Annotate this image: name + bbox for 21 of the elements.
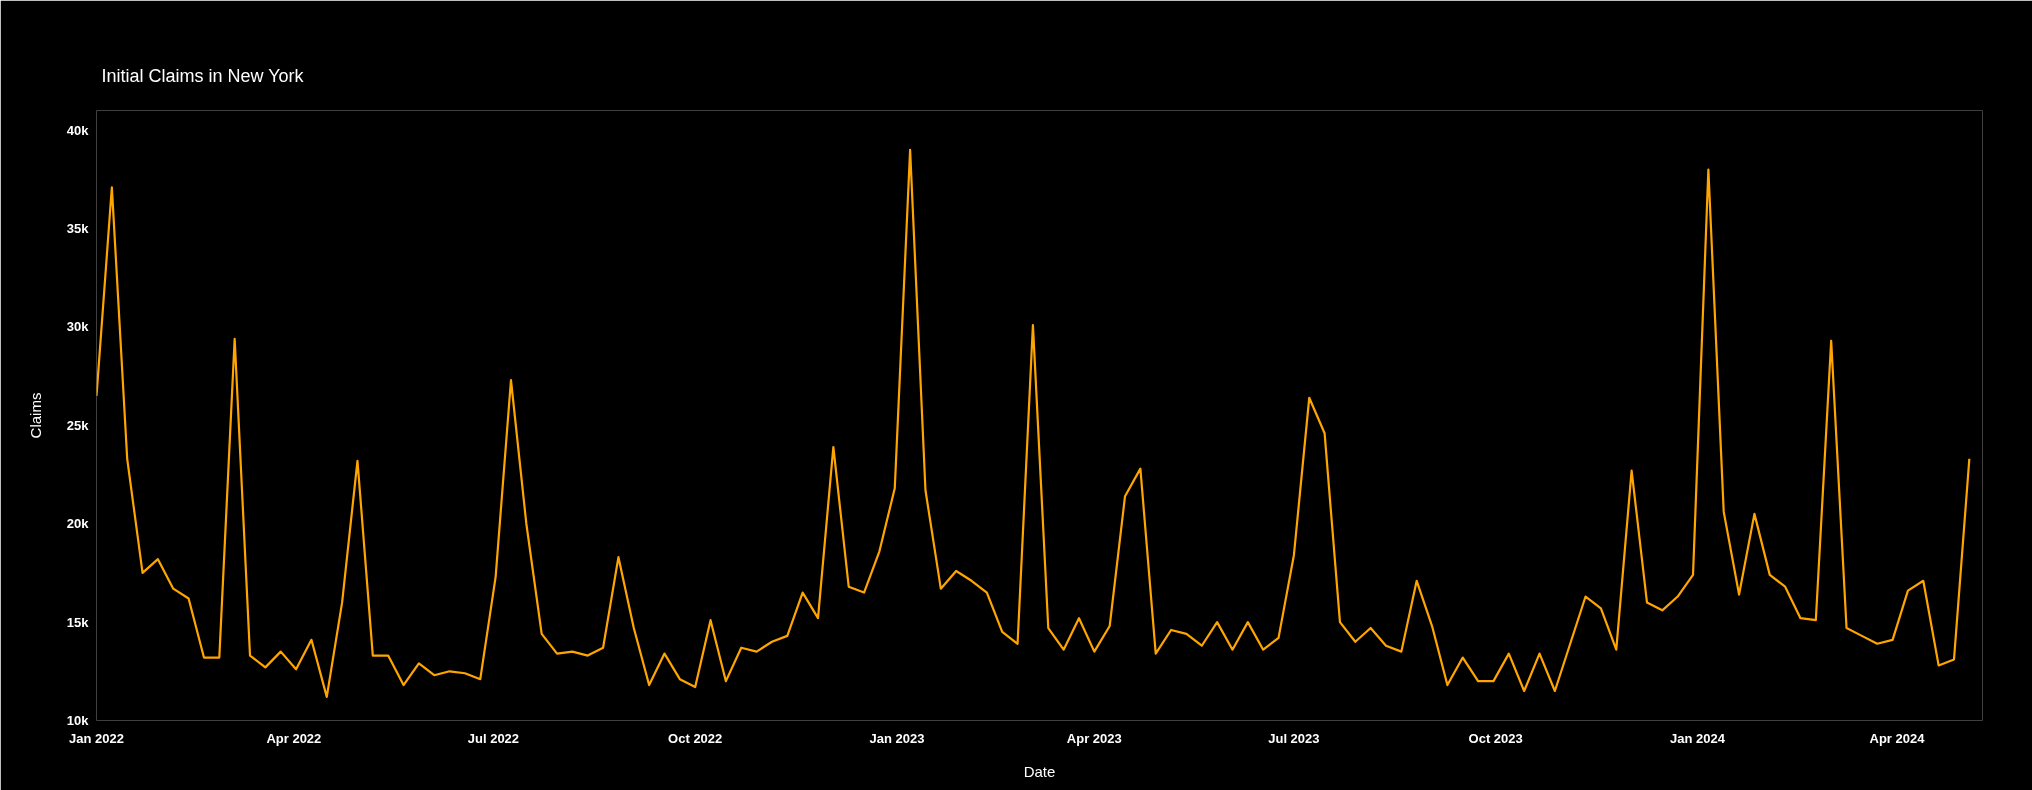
- y-tick-label: 15k: [66, 614, 90, 630]
- x-tick-label: Jan 2023: [869, 730, 925, 746]
- x-tick-label: Oct 2023: [1468, 730, 1523, 746]
- x-tick-label: Jan 2022: [69, 730, 124, 746]
- chart-title: Initial Claims in New York: [101, 65, 305, 86]
- x-tick-label: Jan 2024: [1669, 730, 1726, 746]
- y-tick-label: 10k: [66, 713, 90, 728]
- x-tick-label: Jul 2023: [1268, 730, 1320, 746]
- x-tick-label: Apr 2024: [1869, 730, 1926, 746]
- line-series: [96, 148, 1971, 698]
- x-axis-title: Date: [1023, 762, 1056, 780]
- x-tick-label: Oct 2022: [668, 730, 723, 746]
- x-tick-label: Apr 2023: [1066, 730, 1122, 746]
- y-tick-label: 40k: [66, 122, 90, 138]
- x-tick-label: Apr 2022: [266, 730, 322, 746]
- y-axis-title: Claims: [26, 392, 44, 439]
- y-tick-label: 35k: [66, 221, 90, 237]
- y-tick-label: 30k: [66, 319, 90, 335]
- x-tick-label: Jul 2022: [467, 730, 520, 746]
- y-tick-label: 20k: [66, 516, 90, 532]
- y-tick-label: 25k: [66, 417, 90, 433]
